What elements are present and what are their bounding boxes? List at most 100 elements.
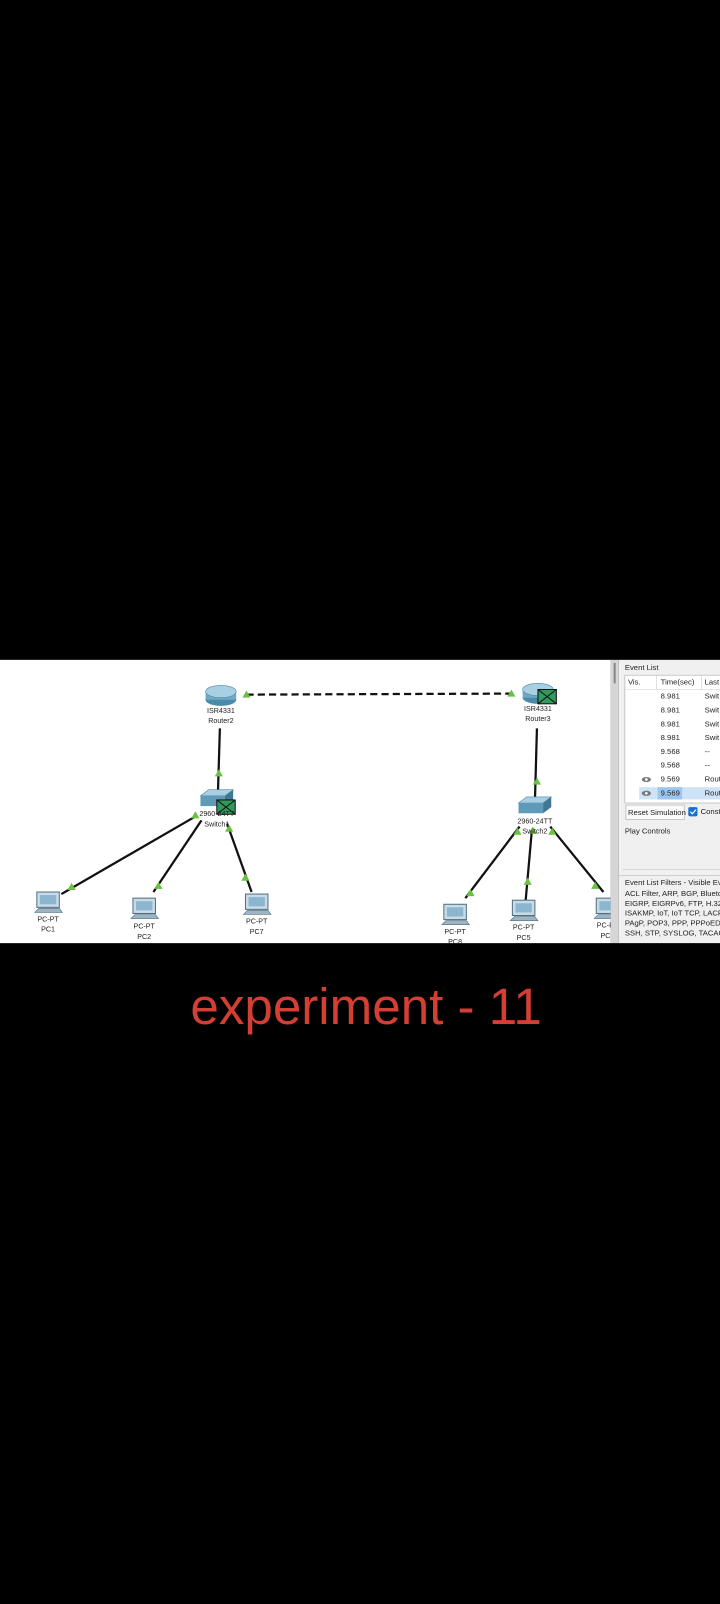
device: 2960-24TT Switch2: [517, 796, 553, 836]
link: [152, 819, 203, 893]
device: ISR4331 Router3: [522, 683, 557, 723]
event-time: 8.981: [661, 733, 680, 742]
link-light: [513, 827, 522, 835]
link-light: [548, 827, 557, 835]
link-light: [466, 888, 475, 897]
pdu-envelope: [537, 689, 557, 705]
link-light: [241, 873, 250, 881]
device: PC-PT PC2: [130, 897, 160, 941]
column-header: Time(sec): [661, 677, 695, 686]
device-name: PC8: [448, 938, 462, 946]
device: ISR4331 Router2: [205, 685, 237, 725]
link-light: [528, 826, 537, 834]
play-controls-title: Play Controls: [625, 827, 671, 836]
device: 2960-24TT Switch1: [199, 789, 236, 828]
link: [524, 830, 533, 901]
column-header: Vis.: [628, 677, 641, 686]
event-last-device: Swit: [705, 705, 720, 714]
device-name: Router3: [525, 715, 550, 723]
device: PC-PT PC1: [34, 891, 63, 934]
link-light: [225, 824, 234, 832]
reset-button-label[interactable]: Reset Simulation: [628, 808, 686, 817]
column-header: Last: [705, 677, 720, 686]
event-last-device: --: [705, 761, 711, 770]
device-model: PC-PT: [246, 918, 268, 926]
pc-screen: [248, 897, 265, 907]
link-light: [214, 769, 223, 777]
pc-screen: [39, 895, 57, 905]
event-time: 8.981: [661, 719, 680, 728]
event-time: 9.569: [661, 775, 680, 784]
device: PC-PT PC6: [593, 897, 615, 940]
reset-button[interactable]: [625, 804, 685, 820]
device-model: 2960-24TT: [517, 817, 553, 825]
event-last-device: Rout: [705, 788, 720, 797]
event-time: 9.569: [661, 788, 680, 797]
pc-base: [130, 914, 160, 919]
pc-base: [441, 920, 471, 926]
link-light: [507, 689, 516, 697]
splitter: [610, 659, 619, 944]
event-time: 8.981: [661, 705, 680, 714]
pc-screen: [136, 901, 153, 911]
pc-base: [242, 910, 272, 915]
switch-icon: [543, 796, 552, 814]
event-table: [624, 674, 720, 804]
link: [246, 692, 512, 696]
device-name: PC5: [517, 934, 531, 942]
event-time: 8.981: [661, 692, 680, 701]
event-last-device: --: [705, 747, 711, 756]
device-name: Switch2: [522, 828, 547, 836]
filter-line: PAgP, POP3, PPP, PPPoED, PT: [625, 919, 720, 928]
caption: experiment - 11: [190, 978, 541, 1035]
constant-delay-label[interactable]: Const: [701, 807, 720, 816]
pc-screen: [515, 903, 532, 913]
network: ISR4331 Router2 ISR4331 Router3 2960-24TT Swi…: [34, 683, 615, 946]
filter-line: EIGRP, EIGRPv6, FTP, H.323,: [625, 899, 720, 908]
device-name: PC7: [250, 928, 264, 936]
event-time: 9.568: [661, 761, 680, 770]
device: PC-PT PC5: [509, 899, 539, 942]
event-last-device: Swit: [705, 719, 720, 728]
link-light: [532, 777, 542, 785]
selected-row: [639, 787, 720, 800]
device-model: PC-PT: [133, 923, 155, 931]
selected-cell: [657, 787, 683, 800]
device-name: PC6: [601, 932, 615, 940]
link: [549, 825, 605, 893]
check: [689, 809, 697, 815]
event-last-device: Swit: [705, 733, 720, 742]
pc-base: [509, 916, 539, 921]
event-last-device: Swit: [705, 692, 720, 701]
constant-delay-checkbox[interactable]: [688, 807, 698, 817]
visibility-eye: [645, 791, 648, 795]
filter-line: ACL Filter, ARP, BGP, Blueto: [625, 889, 720, 898]
link: [216, 728, 222, 796]
link-light: [67, 882, 76, 890]
device: PC-PT PC7: [242, 893, 272, 936]
event-last-device: Rout: [705, 775, 720, 784]
switch-icon: [518, 803, 544, 814]
pc-screen: [446, 907, 464, 917]
workspace: [0, 659, 611, 944]
device-name: PC1: [41, 926, 55, 934]
filter-line: SSH, STP, SYSLOG, TACAC: [625, 928, 720, 937]
visibility-eye: [645, 778, 648, 781]
link-light: [591, 881, 600, 889]
device-model: 2960-24TT: [199, 810, 235, 818]
device-model: ISR4331: [207, 707, 235, 715]
device-model: PC-PT: [513, 924, 535, 932]
device-model: ISR4331: [524, 705, 552, 713]
link: [464, 825, 521, 899]
device: PC-PT PC8: [441, 903, 471, 946]
event-time: 9.568: [661, 747, 680, 756]
pc-base: [593, 914, 611, 919]
link-light: [523, 877, 532, 885]
simulation-panel: Event List Vis. Time(sec) Last Reset Sim…: [618, 663, 720, 937]
link-light: [242, 690, 251, 698]
pc-screen: [599, 901, 611, 911]
panel-title: Event List: [625, 663, 659, 672]
